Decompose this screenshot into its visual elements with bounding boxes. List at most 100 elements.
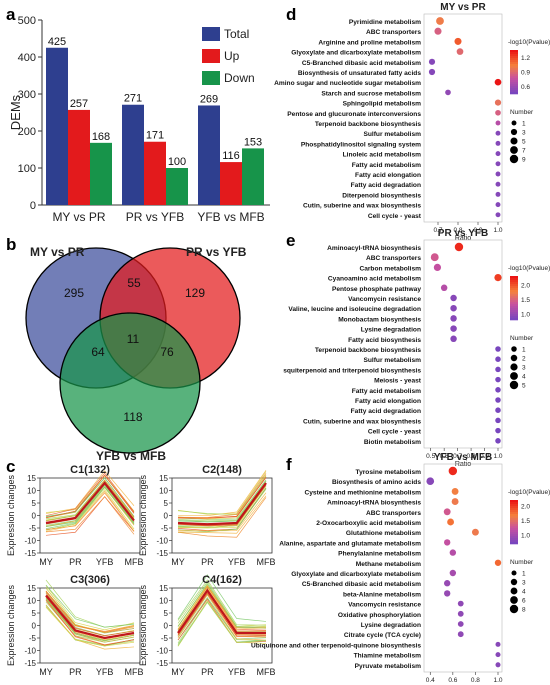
gene-trace [177, 583, 267, 629]
size-legend-label: 6 [522, 598, 526, 605]
plot-frame [423, 239, 503, 449]
color-bar-segment [510, 536, 518, 539]
enrichment-bubble [454, 242, 464, 252]
pathway-label: Pentose phosphate pathway [332, 286, 421, 293]
gene-trace [45, 484, 135, 526]
color-bar-segment [510, 312, 518, 315]
color-bar-segment [510, 294, 518, 297]
y-tick-label: -10 [156, 537, 168, 546]
size-legend-dot [509, 604, 519, 614]
enrichment-bubble [450, 315, 457, 322]
x-tick-label: 0.8 [453, 227, 462, 234]
pathway-label: Citrate cycle (TCA cycle) [344, 632, 421, 639]
pathway-label: Methane metabolism [356, 561, 421, 568]
x-tick-label: MY [39, 557, 53, 567]
y-tick-label: -5 [161, 634, 169, 643]
gene-trace [177, 492, 267, 532]
panel-label-a: a [6, 5, 16, 24]
y-tick-label: -15 [24, 659, 36, 668]
size-legend-label: 7 [522, 148, 526, 155]
enrichment-bubble [495, 161, 501, 167]
panel-label-d: d [286, 5, 296, 24]
bar-total [46, 47, 68, 205]
enrichment-bubble [495, 171, 501, 177]
enrichment-bubble [495, 212, 501, 218]
size-legend-dot [509, 380, 519, 390]
y-tick-label: 100 [18, 163, 36, 175]
color-bar-segment [510, 538, 518, 541]
color-tick-label: 1.5 [521, 297, 530, 304]
color-bar-segment [510, 290, 518, 293]
bar-value-label: 116 [222, 150, 240, 162]
color-bar-segment [510, 300, 518, 303]
color-bar-segment [510, 84, 518, 87]
bar-up [220, 162, 242, 205]
y-tick-label: -5 [161, 524, 169, 533]
gene-trace [45, 591, 135, 633]
pathway-label: Pyrimidine metabolism [349, 19, 421, 26]
pathway-label: Oxidative phosphorylation [338, 612, 421, 619]
x-tick-label: 0.8 [467, 453, 476, 460]
enrichment-bubble [454, 37, 462, 45]
enrichment-bubble [434, 27, 442, 35]
size-legend-title: Number [510, 109, 534, 116]
pathway-label: Meiosis - yeast [374, 378, 422, 385]
cluster-mean-line [45, 481, 135, 525]
color-bar-segment [510, 56, 518, 59]
bar-value-label: 153 [244, 136, 262, 148]
color-bar-segment [510, 318, 518, 321]
x-tick-label: 0.9 [473, 227, 482, 234]
color-bar-segment [510, 526, 518, 529]
gene-trace [177, 473, 267, 518]
color-bar-segment [510, 316, 518, 319]
size-legend-label: 4 [522, 589, 526, 596]
cluster-title: C1(132) [70, 464, 110, 476]
gene-trace [45, 600, 135, 646]
enrichment-bubble [494, 559, 502, 566]
y-tick-label: -10 [156, 647, 168, 656]
legend-label: Total [224, 27, 249, 41]
size-legend-label: 9 [522, 157, 526, 164]
color-bar-segment [510, 500, 518, 503]
color-bar-segment [510, 542, 518, 545]
size-legend-dot [511, 346, 517, 352]
plot-frame [423, 463, 503, 673]
bar-down [166, 168, 188, 205]
enrichment-bubble [450, 304, 457, 312]
cluster-plot-3: C3(306) -15 -10 -5 0 5 10 15 MY PR YFB MFB Expressio… [6, 574, 144, 677]
pathway-label: Cyanoamino acid metabolism [328, 276, 421, 283]
color-bar-segment [510, 66, 518, 69]
color-bar-segment [510, 88, 518, 91]
color-bar-segment [510, 528, 518, 531]
enrichment-bubble [445, 89, 451, 96]
size-legend-dot [510, 128, 518, 136]
x-tick-label: YFB [228, 667, 246, 677]
color-bar-segment [510, 532, 518, 535]
pathway-label: Fatty acid biosynthesis [348, 337, 421, 344]
x-tick-label: MY [39, 667, 53, 677]
color-bar-segment [510, 534, 518, 537]
color-bar-segment [510, 86, 518, 89]
color-bar-segment [510, 92, 518, 95]
enrichment-bubble [471, 528, 479, 536]
color-bar-segment [510, 288, 518, 291]
y-tick-label: -15 [24, 549, 36, 558]
enrichment-bubble [451, 498, 459, 506]
enrichment-bubble [495, 109, 501, 116]
enrichment-bubble [495, 652, 501, 658]
venn-set-label: MY vs PR [30, 245, 85, 259]
y-axis-label: Expression changes [138, 474, 148, 556]
color-bar-segment [510, 522, 518, 525]
color-bar-segment [510, 298, 518, 301]
size-legend-label: 1 [522, 121, 526, 128]
enrichment-bubble [495, 366, 501, 373]
pathway-label: Thiamine metabolism [354, 653, 422, 660]
x-tick-label: 1.0 [493, 453, 502, 460]
color-bar-segment [510, 68, 518, 71]
pathway-label: Pyruvate metabolism [355, 663, 421, 670]
enrichment-bubble [495, 407, 501, 413]
pathway-label: Fatty acid metabolism [352, 388, 421, 395]
x-tick-label: YFB [96, 557, 114, 567]
